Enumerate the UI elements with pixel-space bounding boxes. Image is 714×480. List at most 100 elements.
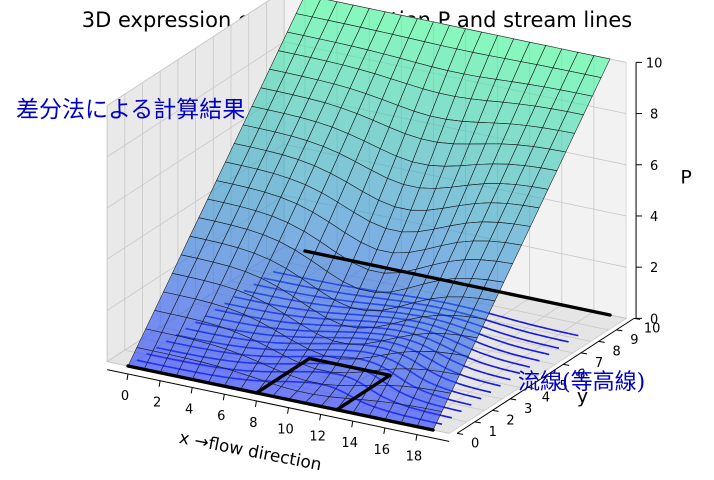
streamline-segment — [514, 336, 521, 340]
streamline-segment — [494, 347, 497, 351]
y-tick — [474, 421, 481, 424]
streamline-segment — [486, 372, 492, 376]
streamline-segment — [510, 361, 516, 365]
streamline-segment — [524, 356, 530, 360]
streamline-segment — [479, 342, 484, 346]
streamline-segment — [466, 385, 472, 389]
streamline-segment — [533, 333, 539, 336]
streamline-segment — [471, 395, 477, 399]
streamline-segment — [563, 340, 569, 343]
y-tick-label: 4 — [542, 390, 550, 405]
streamline-segment — [495, 384, 501, 387]
streamline-segment — [558, 338, 564, 342]
streamline-segment — [553, 329, 559, 332]
streamline-segment — [514, 345, 521, 349]
streamline-segment — [510, 370, 516, 373]
streamline-segment — [483, 326, 489, 330]
x-axis-line — [107, 369, 450, 442]
streamline-segment — [513, 327, 516, 330]
streamline-segment — [446, 407, 452, 410]
streamline-segment — [500, 323, 506, 327]
z-axis-label: P — [680, 167, 691, 189]
streamline-segment — [524, 330, 530, 334]
streamline-segment — [469, 357, 472, 360]
streamline-segment — [534, 341, 540, 345]
streamline-segment — [462, 374, 468, 378]
streamline-segment — [492, 329, 498, 333]
x-tick — [287, 407, 290, 414]
x-tick-label: 16 — [374, 443, 391, 458]
y-tick — [580, 352, 588, 355]
streamline-segment — [476, 369, 482, 373]
streamline-segment — [524, 339, 530, 342]
streamline-segment — [495, 314, 500, 317]
streamline-segment — [461, 384, 468, 387]
streamline-segment — [514, 354, 521, 357]
x-tick — [190, 387, 193, 394]
streamline-segment — [451, 408, 457, 412]
x-tick-label: 8 — [249, 416, 257, 431]
streamline-segment — [473, 359, 479, 363]
streamline-segment — [451, 399, 457, 403]
streamline-segment — [461, 393, 467, 396]
streamline-segment — [495, 375, 499, 378]
y-tick-label: 0 — [471, 436, 479, 451]
y-tick — [510, 398, 517, 401]
streamline-segment — [498, 376, 501, 379]
y-tick-label: 1 — [489, 425, 497, 440]
streamline-segment — [490, 313, 496, 316]
streamline-segment — [461, 401, 467, 405]
wall-line — [303, 249, 612, 317]
streamline-segment — [548, 328, 554, 331]
streamline-segment — [524, 365, 531, 368]
streamline-segment — [490, 382, 496, 386]
streamline-segment — [505, 351, 511, 355]
streamline-segment — [485, 390, 492, 394]
z-tick-label: 10 — [646, 56, 663, 71]
x-tick — [254, 400, 257, 408]
streamline-segment — [519, 329, 525, 333]
streamline-segment — [505, 342, 511, 346]
z-tick-label: 6 — [650, 159, 658, 174]
x-tick — [126, 373, 129, 381]
streamline-segment — [533, 324, 539, 328]
streamline-segment — [529, 349, 535, 352]
streamline-segment — [496, 357, 502, 361]
streamline-segment — [548, 336, 554, 340]
x-tick-label: 14 — [341, 436, 358, 451]
streamline-segment — [500, 349, 507, 353]
streamline-segment — [509, 318, 515, 322]
streamline-segment — [505, 377, 511, 381]
streamline-segment — [500, 376, 506, 380]
streamline-segment — [514, 327, 520, 331]
streamline-segment — [543, 344, 550, 347]
streamline-segment — [487, 319, 493, 323]
streamline-segment — [496, 339, 502, 343]
streamline-segment — [505, 325, 511, 329]
wall-line — [307, 356, 392, 377]
streamline-segment — [458, 382, 463, 386]
z-tick-label: 2 — [650, 261, 658, 276]
y-tick-label: 10 — [644, 321, 661, 336]
streamline-segment — [510, 326, 514, 329]
x-tick-label: 4 — [185, 403, 193, 418]
streamline-segment — [474, 349, 480, 353]
streamline-segment — [529, 340, 535, 344]
y-tick-label: 8 — [613, 344, 621, 359]
streamline-segment — [464, 365, 468, 369]
streamline-segment — [477, 360, 483, 364]
streamline-segment — [501, 332, 507, 336]
streamline-segment — [496, 322, 502, 326]
streamline-segment — [496, 348, 502, 352]
x-tick — [158, 380, 161, 387]
streamline-segment — [538, 342, 545, 346]
streamline-segment — [480, 389, 487, 392]
streamline-segment — [471, 358, 474, 361]
wall-line — [126, 364, 435, 432]
streamline-segment — [492, 347, 496, 350]
streamline-segment — [468, 366, 474, 370]
streamline-segment — [481, 371, 487, 375]
y-tick-label: 7 — [595, 356, 603, 371]
